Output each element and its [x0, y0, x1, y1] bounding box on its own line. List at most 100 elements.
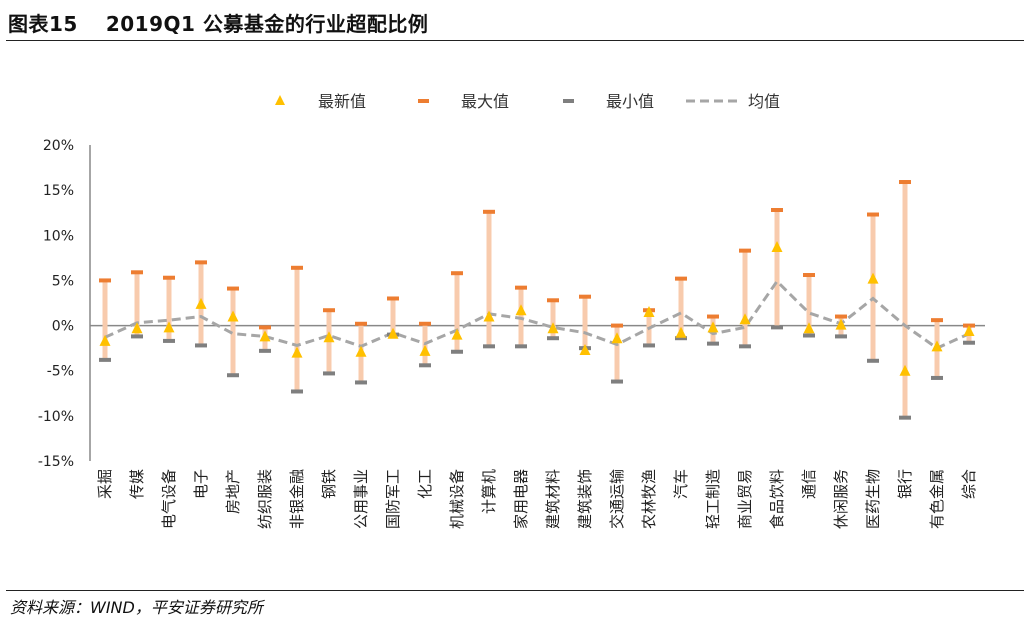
latest-marker	[835, 318, 847, 330]
x-tick-label: 化工	[416, 469, 434, 499]
latest-marker	[451, 328, 463, 340]
latest-marker	[355, 345, 367, 357]
latest-marker	[131, 322, 143, 334]
latest-marker	[611, 332, 623, 344]
latest-marker	[323, 331, 335, 343]
min-marker	[963, 340, 975, 345]
x-tick-label: 医药生物	[864, 469, 882, 529]
figure-title: 图表15 2019Q1 公募基金的行业超配比例	[8, 8, 456, 37]
y-tick-label: -5%	[47, 364, 74, 380]
min-marker	[835, 334, 847, 339]
max-marker	[867, 212, 879, 217]
legend-max-icon	[418, 99, 429, 103]
latest-marker	[643, 306, 655, 318]
x-tick-label: 房地产	[224, 469, 242, 514]
y-tick-label: 20%	[43, 138, 74, 154]
x-tick-label: 传媒	[128, 469, 146, 499]
latest-marker	[675, 326, 687, 338]
max-marker	[291, 265, 303, 270]
x-tick-label: 综合	[960, 469, 978, 499]
x-tick-label: 银行	[896, 469, 914, 499]
min-marker	[515, 344, 527, 349]
latest-marker	[899, 364, 911, 376]
max-marker	[387, 296, 399, 301]
figure-number: 图表15	[8, 12, 78, 36]
max-marker	[579, 294, 591, 299]
min-marker	[611, 379, 623, 384]
legend-mean-label: 均值	[748, 92, 780, 111]
latest-marker	[483, 310, 495, 322]
min-marker	[195, 343, 207, 348]
max-marker	[483, 209, 495, 214]
y-tick-label: -10%	[38, 409, 74, 425]
legend-min-label: 最小值	[606, 92, 654, 111]
mean-line	[104, 279, 970, 350]
y-tick-label: 5%	[52, 273, 74, 289]
latest-marker	[707, 321, 719, 333]
legend-latest-icon	[275, 95, 285, 105]
legend-max-label: 最大值	[461, 92, 509, 111]
x-tick-label: 汽车	[672, 469, 690, 499]
source-divider	[6, 590, 1024, 591]
x-tick-label: 休闲服务	[832, 469, 850, 529]
x-tick-label: 家用电器	[512, 469, 530, 529]
latest-marker	[99, 334, 111, 346]
min-marker	[931, 375, 943, 380]
x-tick-label: 农林牧渔	[640, 469, 658, 529]
max-marker	[355, 321, 367, 326]
latest-marker	[515, 304, 527, 316]
title-divider	[6, 40, 1024, 41]
min-marker	[451, 349, 463, 354]
min-marker	[803, 333, 815, 338]
latest-marker	[579, 343, 591, 355]
x-tick-label: 国防军工	[384, 469, 402, 529]
latest-marker	[931, 340, 943, 352]
x-tick-label: 钢铁	[320, 469, 338, 499]
max-marker	[771, 208, 783, 213]
min-marker	[99, 357, 111, 362]
x-tick-label: 计算机	[480, 469, 498, 514]
max-marker	[931, 318, 943, 323]
x-tick-label: 纺织服装	[256, 469, 274, 529]
latest-marker	[163, 321, 175, 333]
chart: -15% -10% -5% 0% 5% 10% 15% 20% 采掘 传媒 电气设备 电子 房地产 纺织服…	[38, 92, 985, 529]
x-tick-label: 建筑材料	[544, 469, 562, 529]
x-tick-label: 采掘	[96, 469, 114, 499]
latest-marker	[195, 297, 207, 309]
latest-marker	[547, 322, 559, 334]
latest-marker	[259, 330, 271, 342]
max-marker	[739, 248, 751, 253]
min-marker	[867, 358, 879, 363]
latest-marker	[963, 324, 975, 336]
x-tick-label: 公用事业	[352, 469, 370, 529]
y-tick-label: 0%	[52, 319, 74, 335]
y-tick-label: 10%	[43, 228, 74, 244]
max-marker	[227, 286, 239, 291]
max-marker	[99, 278, 111, 283]
x-tick-label: 非银金融	[288, 469, 306, 529]
max-marker	[803, 273, 815, 278]
min-marker	[355, 380, 367, 385]
max-marker	[419, 321, 431, 326]
max-marker	[163, 275, 175, 280]
min-marker	[483, 344, 495, 349]
min-marker	[547, 336, 559, 341]
min-marker	[291, 389, 303, 394]
source-note: 资料来源：WIND，平安证券研究所	[10, 598, 263, 617]
x-tick-label: 轻工制造	[704, 469, 722, 529]
latest-marker	[291, 346, 303, 358]
y-tick-label: -15%	[38, 454, 74, 470]
min-marker	[643, 343, 655, 348]
x-tick-label: 机械设备	[448, 469, 466, 529]
x-tick-label: 建筑装饰	[576, 469, 594, 529]
figure-title-text: 2019Q1 公募基金的行业超配比例	[105, 12, 429, 36]
max-marker	[195, 260, 207, 265]
min-marker	[739, 344, 751, 349]
max-marker	[323, 308, 335, 313]
latest-marker	[803, 322, 815, 334]
min-marker	[771, 325, 783, 330]
x-tick-label: 食品饮料	[768, 469, 786, 529]
x-tick-label: 通信	[800, 469, 818, 499]
max-marker	[515, 285, 527, 290]
max-marker	[835, 314, 847, 319]
